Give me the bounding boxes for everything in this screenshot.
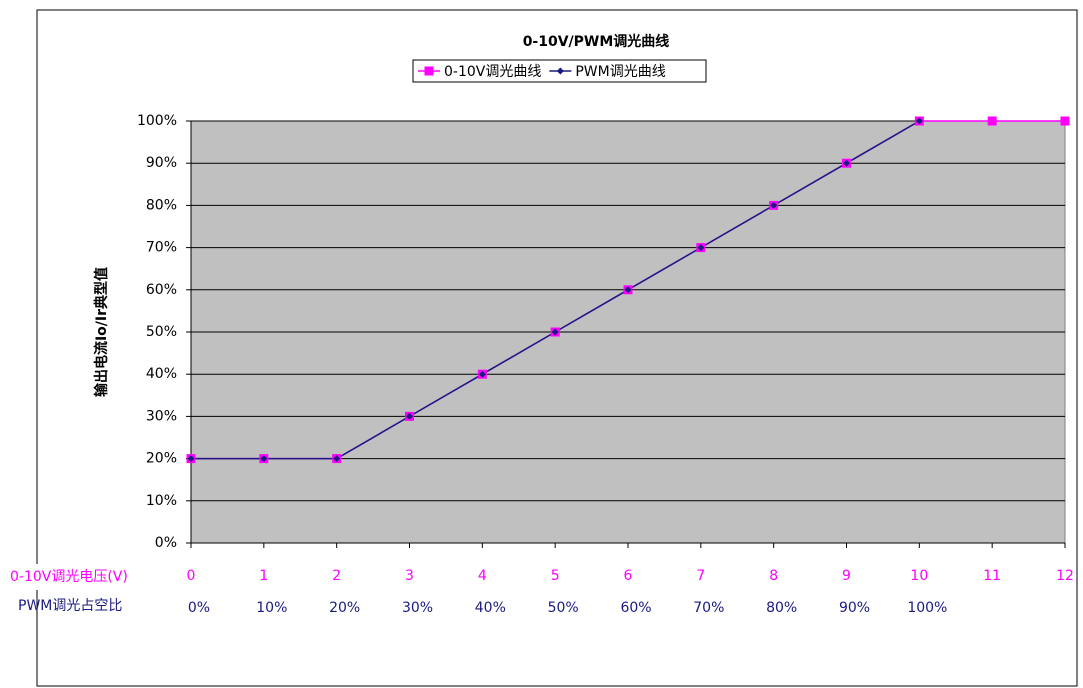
x-tick-label: 12 — [1056, 568, 1074, 584]
y-tick-label: 70% — [146, 240, 177, 256]
y-tick-label: 100% — [137, 113, 177, 129]
y-tick-label: 0% — [155, 535, 177, 551]
x-tick-label: 11 — [983, 568, 1001, 584]
y-tick-label: 30% — [146, 408, 177, 424]
y-tick-label: 90% — [146, 155, 177, 171]
x2-axis-label: PWM调光占空比 — [18, 598, 122, 614]
marker — [915, 117, 923, 125]
marker — [624, 286, 632, 294]
y-axis-label: 输出电流Io/Ir典型值 — [93, 267, 110, 397]
x-axis-label: 0-10V调光电压(V) — [10, 569, 128, 585]
marker — [406, 412, 413, 420]
marker — [556, 67, 564, 75]
x-tick-label: 6 — [624, 568, 633, 584]
y-tick-label: 60% — [146, 282, 177, 298]
y-tick-label: 50% — [146, 324, 177, 340]
x-tick-label: 1 — [259, 568, 268, 584]
marker — [333, 455, 341, 463]
marker — [260, 455, 268, 463]
marker — [770, 201, 778, 209]
marker — [551, 328, 559, 336]
marker — [843, 159, 850, 167]
x-tick-label: 7 — [696, 568, 705, 584]
y-tick-label: 10% — [146, 493, 177, 509]
marker — [697, 244, 705, 252]
x2-tick-label: 30% — [402, 600, 433, 616]
x2-tick-label: 90% — [839, 600, 870, 616]
legend-label: 0-10V调光曲线 — [444, 64, 541, 80]
x-tick-label: 5 — [551, 568, 560, 584]
marker — [187, 455, 195, 463]
x-tick-label: 2 — [332, 568, 341, 584]
x2-tick-label: 80% — [766, 600, 797, 616]
x-tick-label: 4 — [478, 568, 487, 584]
legend-label: PWM调光曲线 — [575, 64, 665, 80]
marker — [987, 116, 997, 126]
x-tick-label: 10 — [910, 568, 928, 584]
x-tick-label: 3 — [405, 568, 414, 584]
marker — [1060, 116, 1070, 126]
y-tick-label: 40% — [146, 366, 177, 382]
x-tick-label: 8 — [769, 568, 778, 584]
x2-tick-label: 40% — [475, 600, 506, 616]
y-tick-label: 80% — [146, 197, 177, 213]
x2-tick-label: 60% — [620, 600, 651, 616]
x2-tick-label: 70% — [693, 600, 724, 616]
marker — [478, 370, 486, 378]
chart-title: 0-10V/PWM调光曲线 — [523, 33, 670, 50]
x-tick-label: 9 — [842, 568, 851, 584]
x2-tick-label: 20% — [329, 600, 360, 616]
x2-tick-label: 0% — [188, 600, 210, 616]
label-bg — [0, 564, 178, 590]
x-tick-label: 0 — [187, 568, 196, 584]
x2-tick-label: 10% — [256, 600, 287, 616]
marker — [424, 66, 434, 76]
y-tick-label: 20% — [146, 451, 177, 467]
x2-tick-label: 50% — [548, 600, 579, 616]
x2-tick-label: 100% — [907, 600, 947, 616]
